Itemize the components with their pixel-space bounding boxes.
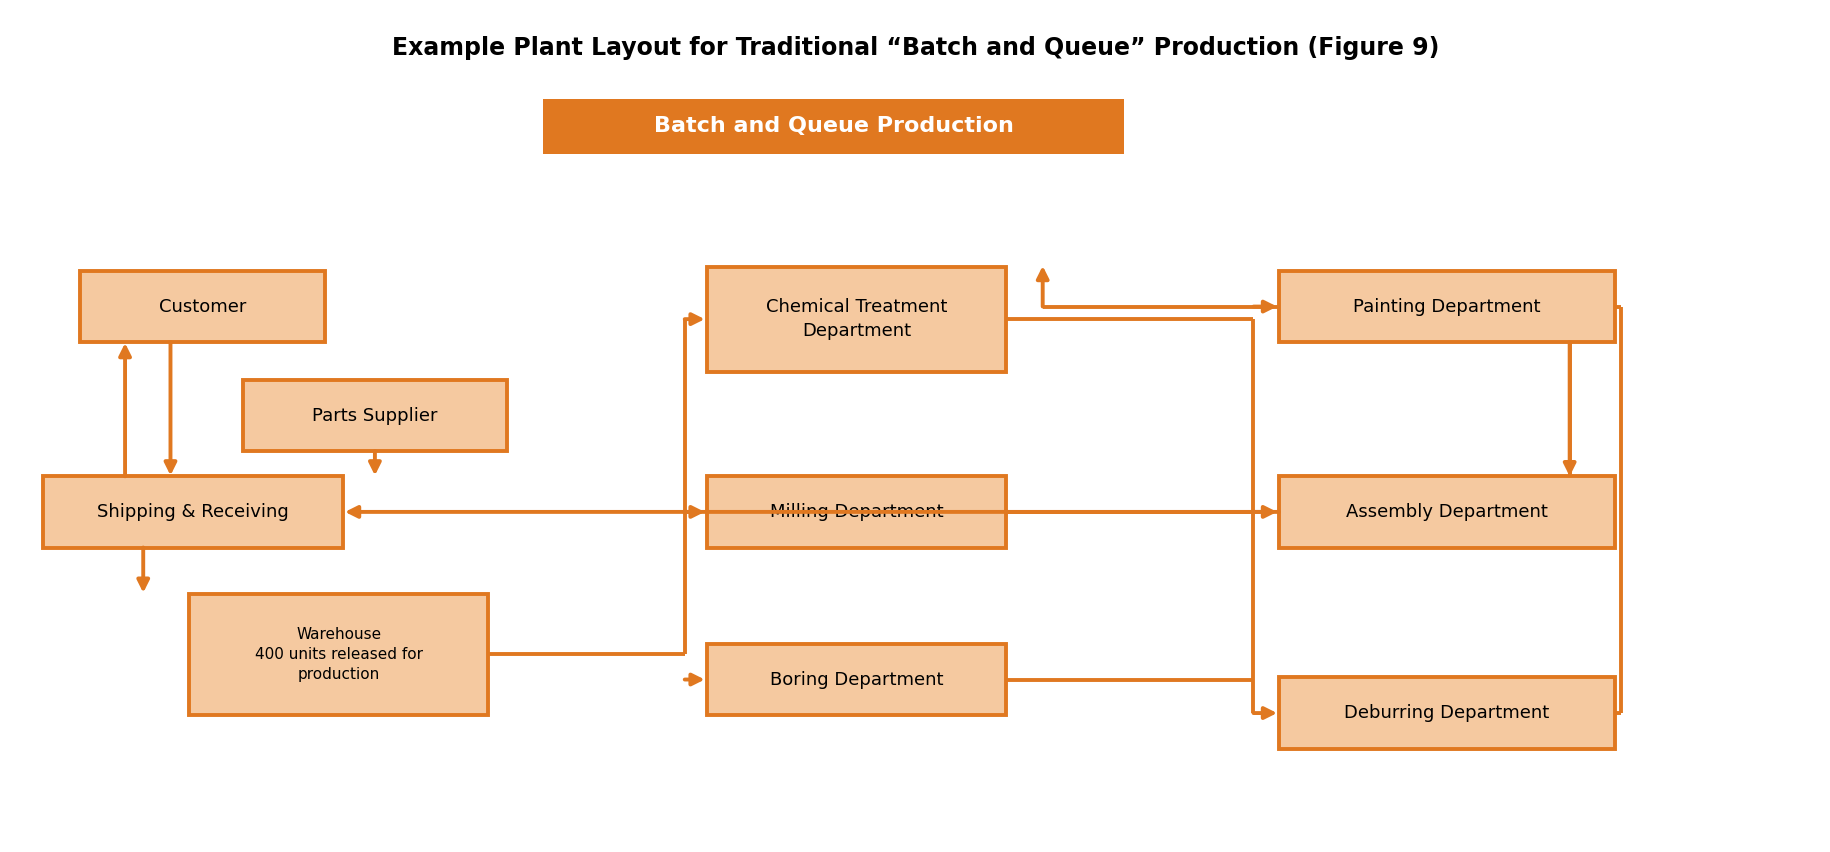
FancyBboxPatch shape	[544, 99, 1124, 153]
FancyBboxPatch shape	[243, 380, 507, 452]
Text: Customer: Customer	[159, 297, 245, 315]
FancyBboxPatch shape	[188, 594, 489, 715]
FancyBboxPatch shape	[706, 644, 1006, 715]
FancyBboxPatch shape	[1277, 476, 1614, 548]
Text: Batch and Queue Production: Batch and Queue Production	[653, 117, 1014, 136]
Text: Example Plant Layout for Traditional “Batch and Queue” Production (Figure 9): Example Plant Layout for Traditional “Ba…	[392, 37, 1438, 60]
Text: Milling Department: Milling Department	[769, 503, 942, 521]
Text: Parts Supplier: Parts Supplier	[311, 406, 437, 424]
FancyBboxPatch shape	[1277, 271, 1614, 343]
Text: Boring Department: Boring Department	[769, 671, 942, 688]
Text: Assembly Department: Assembly Department	[1345, 503, 1546, 521]
Text: Shipping & Receiving: Shipping & Receiving	[97, 503, 289, 521]
FancyBboxPatch shape	[44, 476, 342, 548]
FancyBboxPatch shape	[79, 271, 324, 343]
Text: Warehouse
400 units released for
production: Warehouse 400 units released for product…	[254, 627, 423, 682]
Text: Painting Department: Painting Department	[1352, 297, 1539, 315]
FancyBboxPatch shape	[706, 267, 1006, 371]
FancyBboxPatch shape	[1277, 677, 1614, 749]
Text: Chemical Treatment
Department: Chemical Treatment Department	[765, 298, 946, 340]
FancyBboxPatch shape	[706, 476, 1006, 548]
Text: Deburring Department: Deburring Department	[1343, 704, 1548, 722]
